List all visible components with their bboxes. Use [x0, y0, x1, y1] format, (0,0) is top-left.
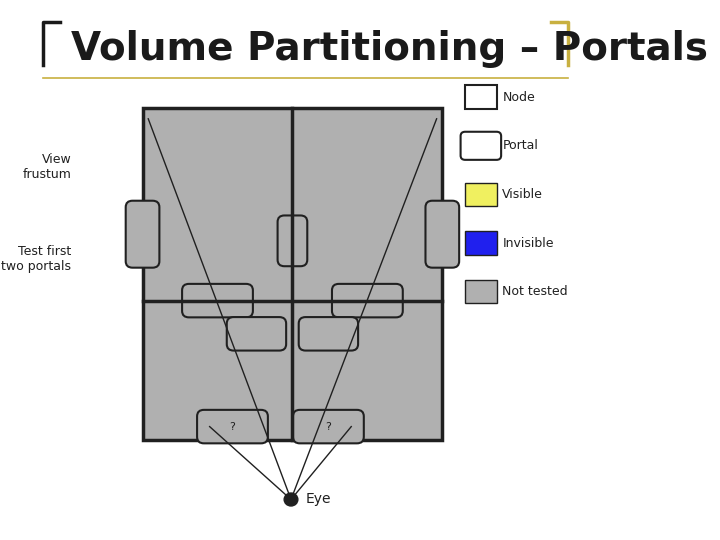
Circle shape	[284, 493, 298, 506]
Text: Invisible: Invisible	[503, 237, 554, 249]
Text: Test first
two portals: Test first two portals	[1, 245, 71, 273]
FancyBboxPatch shape	[197, 410, 268, 443]
FancyBboxPatch shape	[332, 284, 402, 318]
Bar	[465, 280, 497, 303]
Bar	[143, 108, 442, 440]
Text: Eye: Eye	[305, 492, 330, 507]
Text: Visible: Visible	[503, 188, 543, 201]
FancyBboxPatch shape	[278, 215, 307, 266]
FancyBboxPatch shape	[126, 201, 159, 268]
Text: View
frustum: View frustum	[22, 153, 71, 181]
FancyBboxPatch shape	[426, 201, 459, 268]
FancyBboxPatch shape	[299, 317, 358, 350]
Text: Not tested: Not tested	[503, 285, 568, 298]
Text: Volume Partitioning – Portals: Volume Partitioning – Portals	[71, 30, 708, 68]
Bar	[465, 231, 497, 255]
Text: ?: ?	[325, 422, 331, 431]
Text: Node: Node	[503, 91, 535, 104]
FancyBboxPatch shape	[182, 284, 253, 318]
Text: ?: ?	[230, 422, 235, 431]
FancyBboxPatch shape	[227, 317, 286, 350]
FancyBboxPatch shape	[293, 410, 364, 443]
FancyBboxPatch shape	[461, 132, 501, 160]
Bar	[465, 183, 497, 206]
Bar	[465, 85, 497, 109]
Text: Portal: Portal	[503, 139, 538, 152]
